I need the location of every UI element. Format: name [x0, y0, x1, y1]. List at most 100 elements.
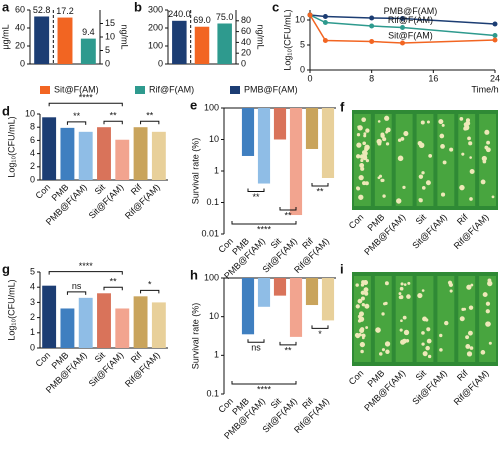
colony [402, 185, 406, 190]
colony [421, 331, 425, 335]
bar [273, 278, 287, 296]
sig-label: **** [257, 384, 272, 394]
marker [492, 21, 498, 27]
plate-lane [479, 276, 496, 362]
colony [470, 283, 474, 287]
y-tick-label: 10 [209, 311, 219, 321]
x-tick-label: 8 [369, 73, 374, 83]
marker [400, 25, 405, 30]
colony [385, 127, 391, 133]
colony [487, 280, 493, 287]
y-tick-label: 1 [214, 350, 219, 360]
y-axis-label: Log₁₀(CFU/mL) [6, 116, 16, 177]
sig-label: ** [146, 111, 154, 121]
bar [80, 38, 96, 64]
y-tick-label: 0 [158, 58, 163, 68]
y-tick-label: 1 [214, 165, 219, 175]
colony [425, 345, 430, 351]
colony [438, 119, 444, 125]
panel-letter: e [190, 97, 197, 112]
x-tick-label: Con [33, 350, 52, 369]
x-tick-label: Rif@F(AM) [123, 182, 162, 221]
value-label: 17.2 [56, 6, 74, 16]
colony [364, 303, 370, 309]
colony [385, 142, 390, 146]
colony [400, 319, 403, 323]
legend-swatch [135, 86, 145, 94]
colony [469, 169, 475, 174]
bar [241, 108, 255, 156]
colony [361, 336, 365, 340]
colony [469, 346, 474, 350]
series-label: PMB@F(AM) [384, 6, 438, 16]
panel-letter: f [340, 99, 345, 114]
bar [133, 296, 148, 348]
bar [115, 308, 130, 348]
sig-bracket [311, 182, 329, 187]
colony [447, 280, 453, 285]
colony [396, 198, 402, 204]
plate-lane [458, 114, 476, 206]
sig-label: **** [79, 93, 94, 103]
y-axis-label: Survival rate (%) [190, 138, 200, 205]
colony [428, 154, 433, 158]
colony [439, 333, 443, 338]
y-tick-label: 4 [30, 148, 35, 158]
panel-letter: i [340, 261, 344, 276]
colony [440, 192, 446, 197]
plate-lane [437, 114, 455, 206]
colony [358, 194, 364, 200]
colony [463, 122, 468, 127]
legend-swatch [230, 86, 240, 94]
x-tick-label: 24 [490, 73, 500, 83]
colony [480, 179, 486, 185]
colony [363, 134, 367, 138]
sig-label: ** [316, 186, 324, 196]
colony [426, 338, 432, 344]
colony [362, 141, 367, 146]
colony [359, 154, 365, 159]
bar [60, 308, 75, 348]
bar [194, 26, 210, 65]
colony [361, 333, 366, 338]
colony [485, 301, 491, 306]
colony [380, 178, 384, 183]
y-tick-label: 10 [295, 14, 305, 24]
colony [365, 158, 370, 163]
colony [358, 316, 365, 322]
colony [358, 175, 364, 181]
y-tick-label: 200 [148, 22, 163, 32]
bar [97, 127, 111, 180]
y-tick-label: 2 [30, 161, 35, 171]
sig-label: ** [73, 111, 81, 121]
colony [399, 328, 403, 332]
y-tick-label: 80 [241, 15, 251, 25]
colony [426, 327, 431, 332]
colony [362, 279, 369, 286]
sig-bracket [247, 188, 265, 193]
plate-lane [437, 276, 455, 362]
colony [356, 133, 361, 137]
colony [357, 298, 363, 304]
colony [418, 198, 422, 202]
colony [441, 123, 445, 127]
sig-bracket [48, 102, 123, 107]
colony [421, 289, 425, 292]
colony [465, 344, 471, 349]
colony [425, 180, 431, 186]
y-tick-label: 5 [300, 39, 305, 49]
colony [354, 332, 360, 338]
colony [421, 342, 425, 346]
sig-label: ** [284, 210, 292, 220]
sig-bracket [279, 341, 297, 346]
bar [60, 127, 75, 180]
marker [322, 38, 328, 43]
colony [399, 286, 404, 291]
value-label: 52.8 [33, 5, 51, 15]
bar [133, 127, 148, 180]
y-tick-label: 40 [15, 22, 25, 32]
y-tick-label: 0.1 [206, 197, 219, 207]
colony [355, 304, 360, 309]
bar [42, 117, 57, 180]
marker [400, 40, 405, 46]
